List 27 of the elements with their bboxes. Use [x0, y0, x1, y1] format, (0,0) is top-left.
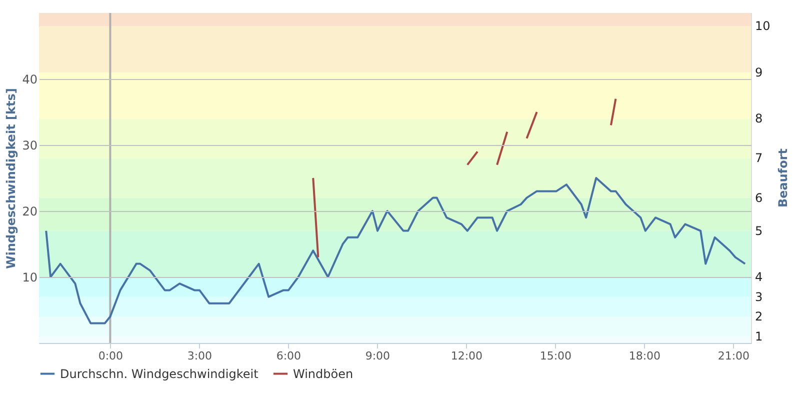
band-label: 6	[755, 190, 763, 205]
x-tick-label: 3:00	[187, 350, 212, 362]
x-tick-label: 15:00	[540, 350, 572, 362]
line-series	[45, 177, 746, 324]
x-tick-label: 12:00	[450, 350, 483, 362]
y-tick-label: 20	[22, 204, 38, 218]
x-tick-label: 6:00	[276, 350, 302, 362]
band-label: 4	[755, 270, 763, 284]
y-axis-title: Windgeschwindigkeit [kts]	[4, 88, 18, 269]
legend-label: Windböen	[293, 366, 354, 381]
band-label: 3	[755, 290, 763, 304]
band-label: 1	[755, 329, 763, 344]
legend-label: Durchschn. Windgeschwindigkeit	[60, 366, 259, 381]
x-tick-label: 21:00	[718, 350, 750, 362]
y-tick-label: 10	[22, 270, 38, 284]
band-label: 5	[755, 224, 763, 238]
y-tick-label: 30	[22, 138, 38, 152]
band-label: 8	[755, 112, 763, 126]
band-label: 10	[755, 19, 770, 34]
band-label: 7	[755, 151, 763, 166]
band-label: 2	[755, 310, 763, 324]
y2-axis-title: Beaufort	[776, 148, 790, 208]
y-tick-label: 40	[22, 72, 38, 86]
x-tick-label: 18:00	[628, 350, 661, 362]
x-tick-label: 0:00	[98, 350, 124, 362]
band-label: 9	[755, 65, 763, 80]
x-tick-label: 9:00	[365, 350, 390, 362]
